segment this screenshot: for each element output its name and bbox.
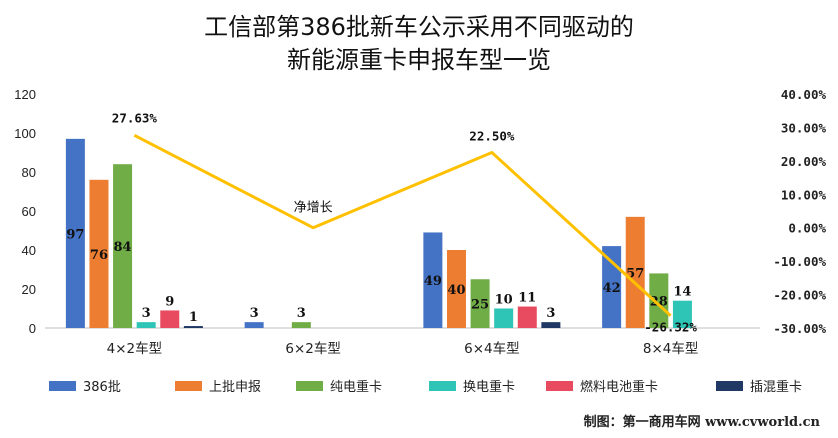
bar-data-label: 11 bbox=[518, 291, 536, 306]
bar-data-label: 84 bbox=[114, 240, 132, 255]
right-axis: -30.00% -20.00% -10.00% 0.00% 10.00% 20.00% 30… bbox=[773, 87, 826, 336]
left-tick-label: 120 bbox=[14, 87, 36, 102]
right-tick-label: 0.00% bbox=[788, 221, 826, 236]
growth-line-path bbox=[133, 134, 672, 317]
bar-data-label: 9 bbox=[165, 294, 174, 309]
right-tick-label: -10.00% bbox=[773, 254, 826, 269]
bar-data-label: 97 bbox=[66, 227, 84, 242]
legend-label: 纯电重卡 bbox=[330, 379, 382, 395]
bar bbox=[625, 216, 645, 328]
right-tick-label: 20.00% bbox=[781, 154, 827, 169]
category-label: 6×2车型 bbox=[285, 340, 341, 357]
left-axis: 0 20 40 60 80 100 120 bbox=[14, 87, 36, 336]
bar-data-label: 25 bbox=[471, 298, 489, 313]
bar bbox=[89, 179, 109, 328]
right-tick-label: -30.00% bbox=[773, 321, 826, 336]
category-label: 4×2车型 bbox=[107, 340, 163, 357]
category-labels: 4×2车型 6×2车型 6×4车型 8×4车型 bbox=[107, 340, 699, 357]
bar-data-label: 3 bbox=[142, 306, 151, 321]
category-label: 8×4车型 bbox=[643, 340, 699, 357]
left-tick-label: 20 bbox=[22, 282, 36, 297]
bar bbox=[649, 273, 669, 328]
growth-data-label: 22.50% bbox=[469, 129, 515, 144]
bar-data-label: 14 bbox=[673, 285, 691, 300]
right-tick-label: 10.00% bbox=[781, 187, 827, 202]
legend-label: 上批申报 bbox=[209, 380, 261, 395]
bar bbox=[423, 232, 443, 328]
category-label: 6×4车型 bbox=[464, 340, 520, 357]
credit-text: 制图：第一商用车网 www.cvworld.cn bbox=[584, 414, 821, 430]
legend-swatch bbox=[716, 381, 743, 391]
growth-line: 27.63% 净增长 22.50% -26.32% bbox=[112, 110, 698, 334]
bar bbox=[244, 322, 264, 328]
bar bbox=[136, 322, 156, 328]
bar-data-label: 42 bbox=[603, 281, 621, 296]
left-tick-label: 80 bbox=[22, 165, 36, 180]
bar bbox=[160, 310, 180, 328]
right-tick-label: 30.00% bbox=[781, 120, 827, 135]
bar bbox=[672, 300, 692, 328]
bar-data-label: 3 bbox=[250, 306, 259, 321]
legend-swatch bbox=[546, 381, 573, 391]
chart-title-line-2: 新能源重卡申报车型一览 bbox=[287, 46, 551, 74]
left-tick-label: 40 bbox=[22, 243, 36, 258]
bar bbox=[291, 322, 311, 328]
growth-data-label: 净增长 bbox=[294, 201, 333, 216]
right-tick-label: 40.00% bbox=[781, 87, 827, 102]
legend: 386批上批申报纯电重卡换电重卡燃料电池重卡插混重卡增幅 bbox=[49, 379, 802, 395]
legend-label: 换电重卡 bbox=[463, 379, 515, 395]
bar-data-label: 40 bbox=[447, 283, 465, 298]
bar bbox=[183, 326, 203, 328]
bar bbox=[517, 306, 537, 328]
legend-swatch bbox=[49, 381, 76, 391]
legend-swatch bbox=[296, 381, 323, 391]
right-tick-label: -20.00% bbox=[773, 288, 826, 303]
growth-data-label: 27.63% bbox=[112, 110, 158, 125]
bar bbox=[113, 164, 133, 328]
bar-data-label: 1 bbox=[189, 310, 198, 325]
legend-label: 燃料电池重卡 bbox=[580, 379, 658, 395]
growth-data-label: -26.32% bbox=[644, 320, 697, 335]
bar bbox=[494, 308, 514, 328]
bar-data-label: 3 bbox=[297, 306, 306, 321]
bar-data-label: 76 bbox=[90, 248, 108, 263]
bar-data-label: 49 bbox=[424, 274, 442, 289]
left-tick-label: 0 bbox=[29, 321, 36, 336]
bar bbox=[470, 279, 490, 328]
left-tick-label: 100 bbox=[14, 126, 36, 141]
bar-data-label: 3 bbox=[546, 306, 555, 321]
legend-label: 插混重卡 bbox=[750, 379, 802, 395]
legend-swatch bbox=[175, 381, 202, 391]
legend-swatch bbox=[429, 381, 456, 391]
legend-label: 386批 bbox=[83, 380, 121, 395]
bar bbox=[65, 138, 85, 328]
left-tick-label: 60 bbox=[22, 204, 36, 219]
chart-title-line-1: 工信部第386批新车公示采用不同驱动的 bbox=[204, 13, 634, 41]
bar-data-label: 10 bbox=[495, 293, 513, 308]
bar-data-label: 28 bbox=[650, 295, 668, 310]
bar bbox=[541, 322, 561, 328]
bar bbox=[446, 250, 466, 328]
